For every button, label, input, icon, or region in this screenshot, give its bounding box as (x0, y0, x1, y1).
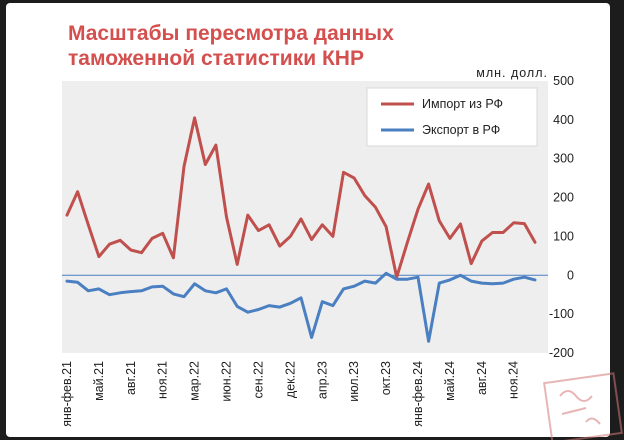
series-line-import (65, 116, 537, 279)
legend-label-export: Экспорт в РФ (422, 123, 500, 137)
y-tick-label: 400 (553, 113, 574, 127)
x-tick-label: авг.21 (124, 361, 138, 395)
x-tick-label: май.24 (443, 361, 457, 401)
chart-title-line-2: таможенной статистики КНР (68, 47, 364, 70)
y-tick-label: 200 (553, 191, 574, 205)
chart-title: Масштабы пересмотра данных таможенной ст… (68, 21, 488, 71)
x-tick-label: ноя.24 (507, 361, 521, 399)
x-tick-label: янв-фев.24 (411, 361, 425, 427)
legend-box (366, 87, 538, 147)
series-layer (65, 116, 537, 343)
x-tick-label: мар.22 (188, 361, 202, 401)
y-axis-unit: млн. долл. (476, 66, 548, 80)
x-tick-label: июн.22 (220, 361, 234, 402)
chart-title-line-1: Масштабы пересмотра данных (68, 22, 394, 45)
x-tick-label: авг.24 (475, 361, 489, 395)
x-tick-label: апр.23 (315, 361, 329, 399)
legend-label-import: Импорт из РФ (422, 97, 503, 111)
x-tick-label: окт.23 (379, 361, 393, 395)
stamp-icon (543, 372, 623, 440)
x-tick-label: дек.22 (283, 361, 297, 398)
y-axis-ticks: 500 400 300 200 100 0 -100 -200 (549, 74, 574, 360)
x-axis-ticks: янв-фев.21 май.21 авг.21 ноя.21 мар.22 июн.22… (60, 361, 521, 427)
x-tick-label: май.21 (92, 361, 106, 401)
legend: Импорт из РФ Экспорт в РФ (366, 87, 538, 147)
y-tick-label: 0 (567, 268, 574, 282)
y-tick-label: -200 (549, 346, 574, 360)
x-tick-label: сен.22 (251, 361, 265, 399)
y-tick-label: -100 (549, 307, 574, 321)
y-tick-label: 300 (553, 152, 574, 166)
x-tick-label: июл.23 (347, 361, 361, 402)
x-tick-label: янв-фев.21 (60, 361, 74, 427)
y-tick-label: 500 (553, 74, 574, 88)
y-tick-label: 100 (553, 229, 574, 243)
series-line-export (65, 271, 537, 343)
x-tick-label: ноя.21 (156, 361, 170, 399)
